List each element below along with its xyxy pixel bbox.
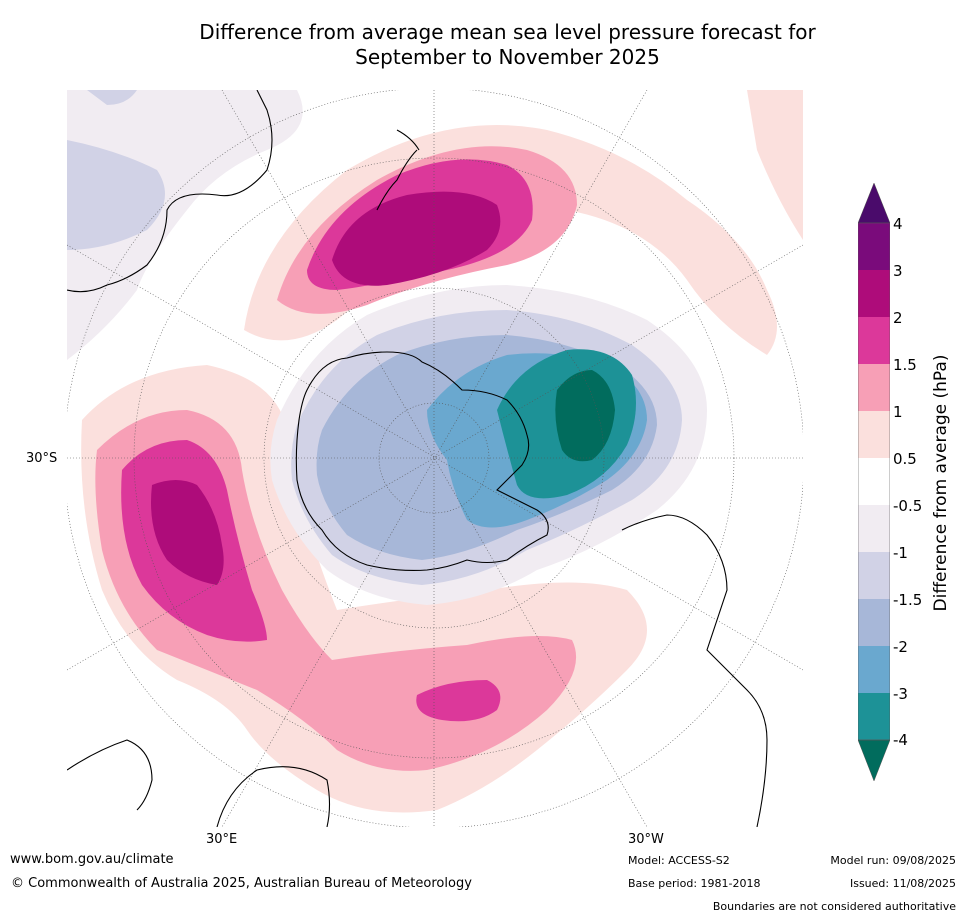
colorbar-tick-neg-4: -4 [893, 731, 908, 749]
new-zealand-coastline [376, 129, 420, 211]
colorbar-tick-2: 2 [893, 309, 903, 327]
lon-label-30e: 30°E [206, 832, 238, 847]
title-line-1: Difference from average mean sea level p… [199, 20, 816, 44]
colorbar-bin-neg15-neg1 [858, 552, 890, 599]
coastlines [67, 90, 768, 827]
south-america-coastline [621, 514, 768, 827]
contour-pos-2-west [151, 480, 224, 585]
colorbar-bin-neg1-neg05 [858, 505, 890, 552]
colorbar [858, 183, 890, 781]
lat-label-30s-outside: 30°S [26, 451, 58, 466]
colorbar-top-triangle [858, 183, 890, 224]
colorbar-tick-neg-1-5: -1.5 [893, 591, 923, 609]
contour-neg-top [87, 90, 137, 105]
colorbar-tick-1: 1 [893, 403, 903, 421]
polar-map: 30°S [67, 90, 803, 827]
footer-model-run: Model run: 09/08/2025 [830, 854, 956, 867]
colorbar-tick-4: 4 [893, 215, 903, 233]
colorbar-tick-0-5: 0.5 [893, 450, 917, 468]
colorbar-bottom-triangle [858, 739, 890, 781]
footer-disclaimer: Boundaries are not considered authoritat… [712, 900, 956, 913]
colorbar-bin-neg2-neg15 [858, 599, 890, 646]
colorbar-bin-3-4 [858, 223, 890, 270]
contour-pos-15-south [416, 680, 501, 722]
title-line-2: September to November 2025 [355, 45, 660, 69]
chart-title: Difference from average mean sea level p… [0, 20, 965, 70]
contour-pos-2-north [332, 191, 501, 286]
footer-base-period: Base period: 1981-2018 [628, 877, 761, 890]
africa-coastline [67, 739, 331, 827]
colorbar-label: Difference from average (hPa) [931, 354, 951, 612]
colorbar-bin-1-15 [858, 364, 890, 411]
colorbar-tick-3: 3 [893, 262, 903, 280]
colorbar-tick-1-5: 1.5 [893, 356, 917, 374]
colorbar-tick-neg-3: -3 [893, 685, 908, 703]
contour-neg-4 [555, 370, 615, 462]
contour-neg-mid-nw [67, 140, 165, 250]
australia-coastline [67, 90, 273, 293]
map-svg [67, 90, 803, 827]
colorbar-bin-2-3 [858, 270, 890, 317]
footer-url: www.bom.gov.au/climate [10, 852, 174, 867]
colorbar-bin-neg05-05 [858, 458, 890, 505]
colorbar-tick-neg-1: -1 [893, 544, 908, 562]
footer-model: Model: ACCESS-S2 [628, 854, 730, 867]
antarctica-coastline [295, 351, 549, 571]
colorbar-bin-neg3-neg2 [858, 646, 890, 693]
colorbar-tick-neg-2: -2 [893, 638, 908, 656]
colorbar-bin-neg4-neg3 [858, 693, 890, 740]
colorbar-bin-15-2 [858, 317, 890, 364]
colorbar-bin-05-1 [858, 411, 890, 458]
lon-label-30w: 30°W [628, 832, 664, 847]
contour-pos-05-ne [747, 90, 803, 240]
grid-lines [67, 90, 803, 827]
footer-copyright: © Commonwealth of Australia 2025, Austra… [11, 876, 472, 891]
colorbar-tick-neg-0-5: -0.5 [893, 497, 923, 515]
footer-issued: Issued: 11/08/2025 [849, 877, 956, 890]
